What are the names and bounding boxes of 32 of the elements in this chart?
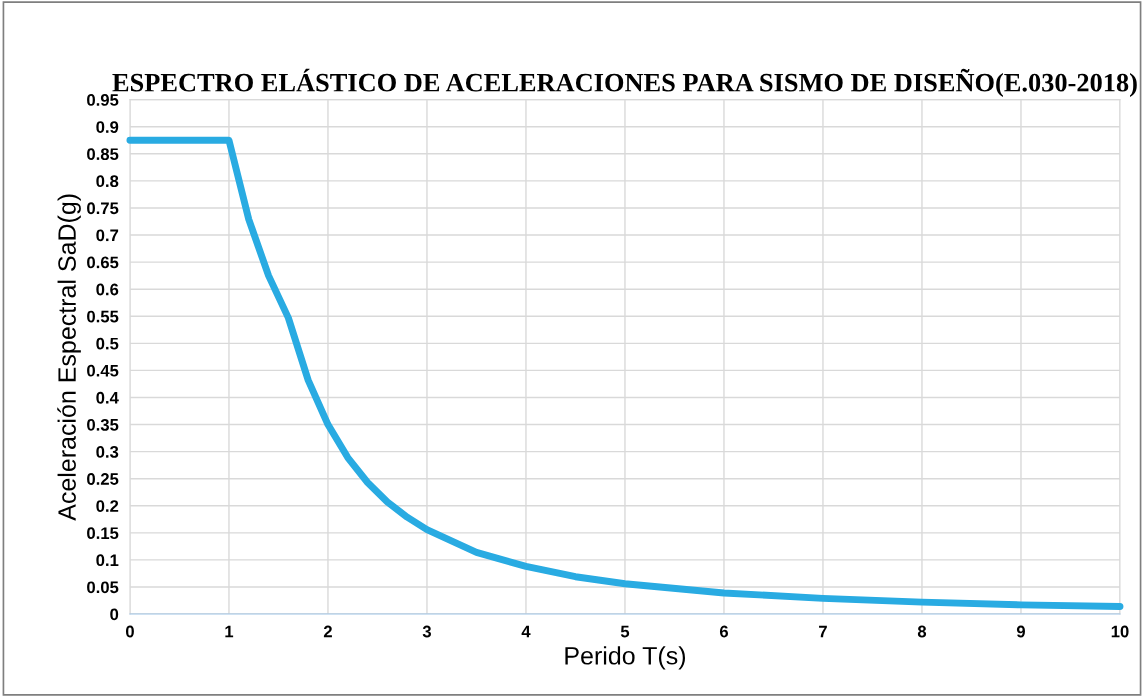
y-tick-label: 0.75 [87,202,119,215]
x-tick-label: 8 [917,625,927,638]
y-tick-label: 0.35 [87,418,119,431]
x-tick-label: 2 [323,625,332,638]
x-tick-label: 3 [422,625,431,638]
y-tick-label: 0.8 [96,175,119,188]
y-tick-label: 0.2 [96,500,119,512]
x-tick-label: 7 [819,625,827,638]
y-tick-label: 0.6 [96,283,119,296]
x-tick-label: 5 [620,625,630,638]
y-tick-label: 0 [110,608,119,621]
y-tick-label: 0.55 [87,310,119,323]
y-tick-label: 0.45 [87,364,119,377]
x-tick-label: 0 [125,625,134,638]
y-tick-label: 0.15 [87,527,119,540]
y-tick-label: 0.85 [87,148,119,161]
y-axis-title: Aceleración Espectral SaD(g) [57,194,81,521]
y-tick-label: 0.9 [96,121,119,133]
x-tick-label: 9 [1016,625,1025,638]
x-tick-label: 10 [1111,625,1129,638]
x-tick-label: 4 [521,625,531,638]
y-tick-label: 0.5 [96,337,119,350]
y-tick-label: 0.25 [87,473,119,485]
y-tick-label: 0.65 [87,256,119,269]
y-tick-label: 0.7 [96,229,119,242]
y-tick-label: 0.4 [96,391,119,404]
x-tick-label: 1 [225,625,234,638]
y-tick-label: 0.3 [96,446,119,458]
x-axis-title: Perido T(s) [565,646,686,670]
y-tick-label: 0.05 [87,581,119,594]
y-tick-label: 0.1 [96,554,119,567]
x-tick-label: 6 [719,625,728,638]
